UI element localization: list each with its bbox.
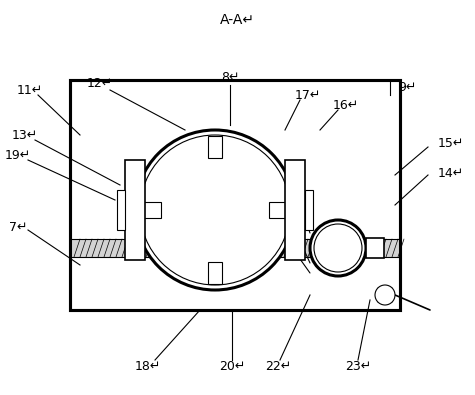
Bar [208, 136, 222, 158]
Bar [366, 238, 384, 258]
Text: 11↵: 11↵ [17, 83, 43, 96]
Text: 23↵: 23↵ [345, 361, 371, 374]
Circle shape [314, 224, 362, 272]
Bar [285, 160, 305, 260]
Text: 13↵: 13↵ [12, 128, 38, 141]
Text: 19↵: 19↵ [5, 149, 31, 162]
Text: A-A↵: A-A↵ [219, 13, 255, 27]
Text: 22↵: 22↵ [265, 361, 291, 374]
Bar [269, 202, 287, 218]
Text: 7↵: 7↵ [9, 220, 27, 233]
Text: 20↵: 20↵ [219, 361, 245, 374]
Bar [117, 190, 125, 230]
Bar [143, 202, 161, 218]
Text: 17↵: 17↵ [295, 88, 321, 102]
Bar [305, 190, 313, 230]
Text: 12↵: 12↵ [87, 77, 113, 90]
Bar [70, 80, 400, 310]
Bar [70, 80, 400, 310]
Bar [70, 239, 400, 257]
Bar [125, 160, 145, 260]
Circle shape [310, 220, 366, 276]
Text: 15↵: 15↵ [438, 137, 465, 149]
Circle shape [140, 135, 290, 285]
Text: 18↵: 18↵ [135, 361, 161, 374]
Bar [208, 262, 222, 284]
Text: 9↵: 9↵ [398, 81, 417, 94]
Text: 14↵: 14↵ [438, 167, 464, 179]
Circle shape [135, 130, 295, 290]
Circle shape [375, 285, 395, 305]
Text: 16↵: 16↵ [333, 98, 359, 111]
Text: 8↵: 8↵ [221, 70, 239, 83]
